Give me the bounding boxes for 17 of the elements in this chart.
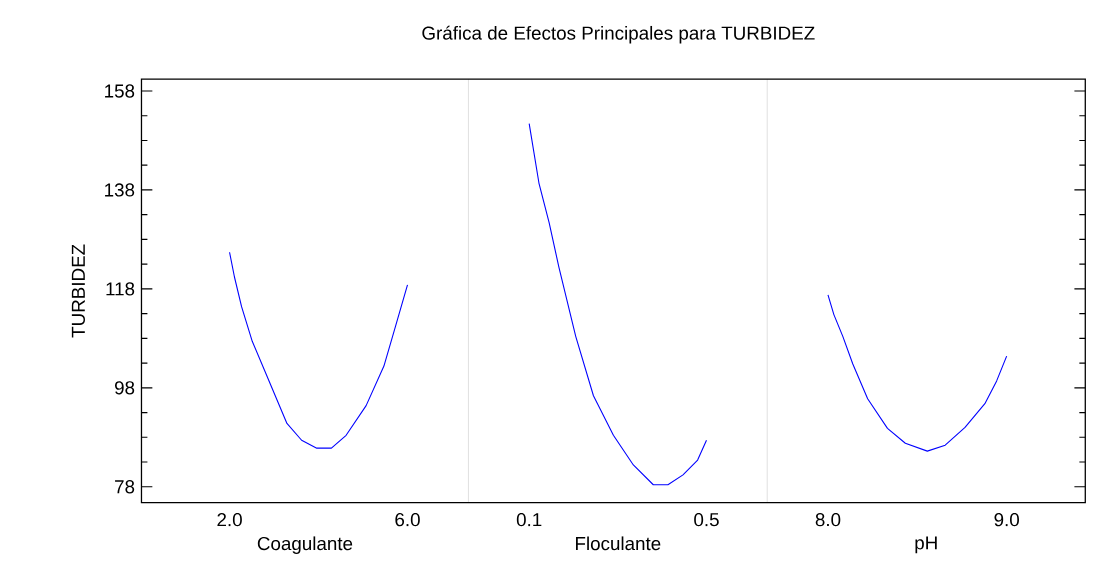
x-tick-label: 0.5 xyxy=(694,513,719,527)
x-tick-label: 9.0 xyxy=(994,513,1019,527)
x-tick-label: 8.0 xyxy=(815,513,841,527)
y-tick-label: 138 xyxy=(105,183,135,197)
x-axis-title: Floculante xyxy=(576,536,661,551)
x-axis-title: Coagulante xyxy=(257,536,353,554)
line-series xyxy=(229,251,409,449)
y-tick-label: 98 xyxy=(114,381,135,395)
y-tick-label: 158 xyxy=(105,84,135,98)
y-tick-label: 78 xyxy=(115,480,135,494)
x-axis-title: pH xyxy=(915,536,937,554)
y-axis-title: TURBIDEZ xyxy=(71,244,85,338)
chart-title: Gráfica de Efectos Principales para TURBIDEZ xyxy=(422,25,815,44)
x-tick-label: 6.0 xyxy=(395,513,420,527)
x-tick-label: 2.0 xyxy=(217,513,242,527)
y-tick-label: 118 xyxy=(106,282,135,296)
x-tick-label: 0.1 xyxy=(516,513,542,527)
